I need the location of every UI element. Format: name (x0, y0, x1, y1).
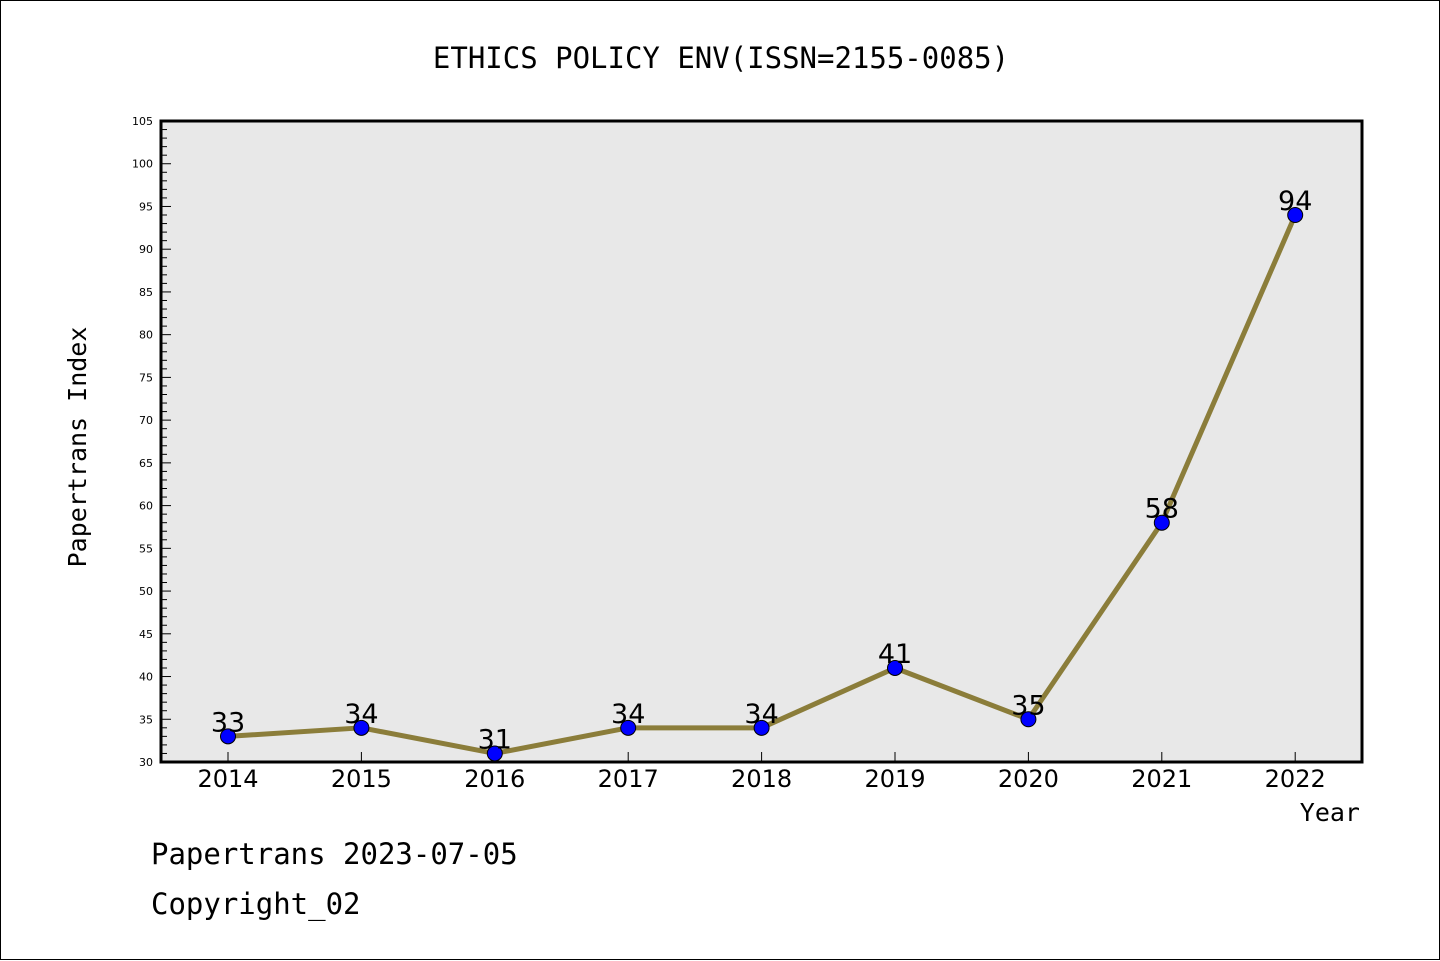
y-tick-label: 100 (132, 158, 153, 171)
y-tick-label: 90 (139, 243, 153, 256)
y-tick-label: 40 (139, 671, 153, 684)
chart-title: ETHICS POLICY ENV(ISSN=2155-0085) (433, 41, 1009, 75)
data-point (353, 719, 370, 736)
x-tick-label: 2019 (864, 765, 925, 793)
data-label: 34 (744, 699, 778, 730)
x-tick-label: 2021 (1131, 765, 1192, 793)
data-label: 41 (878, 639, 912, 670)
x-tick-label: 2014 (197, 765, 258, 793)
footer-copyright: Copyright_02 (151, 887, 361, 921)
x-axis-label: Year (1300, 798, 1360, 827)
data-point (1020, 711, 1037, 728)
data-point (1153, 514, 1170, 531)
y-tick-label: 55 (139, 542, 153, 555)
y-tick-label: 70 (139, 414, 153, 427)
plot-border (159, 119, 1364, 764)
data-label: 35 (1011, 690, 1045, 721)
x-tick-label: 2015 (331, 765, 392, 793)
data-label: 58 (1145, 494, 1179, 525)
data-point (887, 659, 903, 676)
x-tick-label: 2020 (998, 765, 1059, 793)
x-tick-label: 2022 (1265, 765, 1326, 793)
x-tick-label: 2017 (598, 765, 659, 793)
data-label: 33 (211, 707, 245, 738)
x-tick-label: 2016 (464, 765, 525, 793)
series-line: 33 34 31 34 34 41 35 58 94 (211, 186, 1312, 762)
x-tick-label: 2018 (731, 765, 792, 793)
data-label: 31 (478, 724, 512, 755)
y-axis-label: Papertrans Index (63, 327, 92, 568)
y-tick-label: 35 (139, 713, 153, 726)
plot-area (161, 121, 1362, 762)
footer-date: Papertrans 2023-07-05 (151, 837, 518, 871)
y-tick-label: 45 (139, 628, 153, 641)
data-point (620, 719, 637, 736)
data-point (1287, 207, 1304, 224)
y-tick-label: 75 (139, 371, 153, 384)
y-tick-label: 60 (139, 500, 153, 513)
data-label: 34 (611, 699, 645, 730)
data-label: 34 (344, 699, 378, 730)
y-tick-label: 85 (139, 286, 153, 299)
y-tick-label: 50 (139, 585, 153, 598)
data-label: 94 (1278, 186, 1312, 217)
y-tick-label: 80 (139, 329, 153, 342)
y-tick-label: 95 (139, 200, 153, 213)
data-point (220, 728, 236, 745)
y-tick-label: 65 (139, 457, 153, 470)
y-tick-label: 30 (139, 756, 153, 769)
data-point (753, 719, 770, 736)
y-tick-label: 105 (132, 115, 153, 128)
x-axis: 2014 2015 2016 2017 2018 2019 2020 2021 2022 (197, 752, 1326, 793)
